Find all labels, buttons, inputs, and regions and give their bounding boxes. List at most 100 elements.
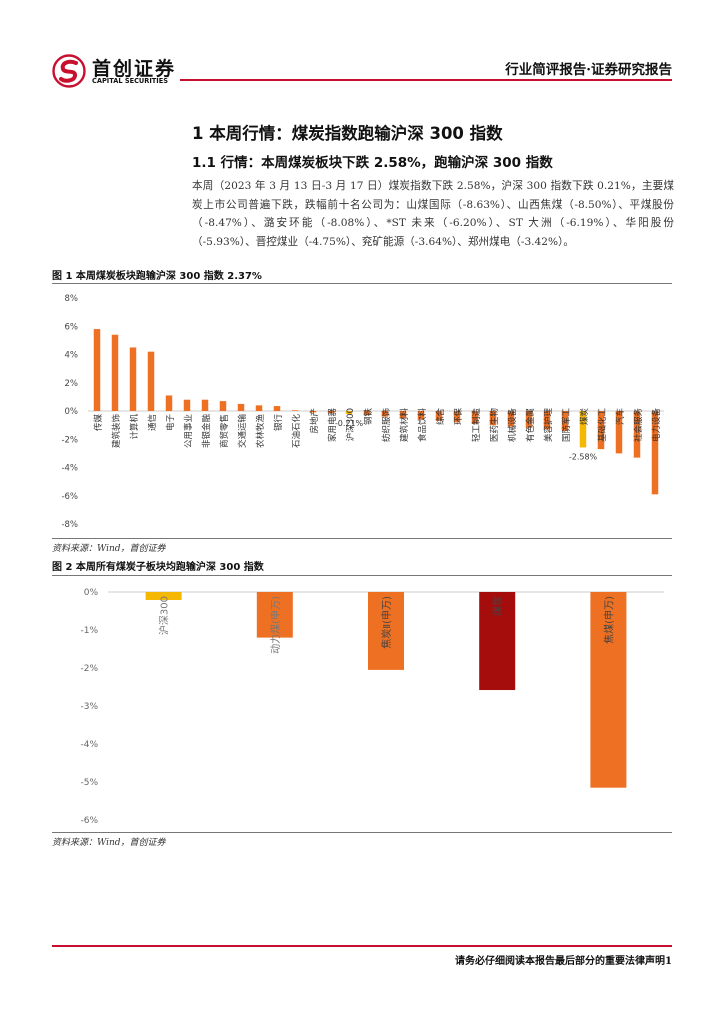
figure1-bottom-rule (52, 538, 672, 539)
data-label: -0.21% (335, 419, 364, 428)
category-label: 沪深300 (345, 408, 356, 441)
bar (93, 329, 101, 411)
category-label: 纺织服饰 (381, 408, 392, 443)
bar (489, 411, 497, 426)
figure1-source: 资料来源：Wind，首创证券 (52, 544, 166, 554)
report-type: 行业简评报告·证券研究报告 (505, 62, 672, 78)
figure1-top-rule (52, 283, 672, 284)
bar (633, 411, 641, 458)
header-divider (180, 79, 672, 81)
bar (368, 592, 404, 670)
y-tick-label: -4% (61, 464, 78, 474)
category-label: 商贸零售 (219, 414, 230, 448)
bar (201, 399, 209, 411)
bar (345, 411, 353, 414)
logo-english-name: CAPITAL SECURITIES (92, 77, 168, 85)
y-tick-label: -1% (80, 626, 98, 636)
bar (651, 411, 659, 495)
footer-divider (52, 945, 672, 947)
category-label: 电力设备 (651, 408, 662, 443)
category-label: 国防军工 (561, 408, 572, 443)
y-tick-label: 2% (65, 379, 79, 389)
figure2-source: 资料来源：Wind，首创证券 (52, 838, 166, 848)
category-label: 社会服务 (633, 408, 644, 443)
bar (543, 411, 551, 430)
bar (147, 351, 155, 411)
bar (417, 411, 425, 420)
category-label: 传媒 (93, 414, 104, 432)
y-tick-label: 4% (65, 351, 79, 361)
bar (453, 411, 461, 423)
category-label: 煤炭 (579, 408, 590, 426)
bar (111, 334, 119, 411)
y-tick-label: -6% (61, 492, 78, 502)
y-tick-label: 8% (65, 294, 79, 304)
bar (327, 411, 335, 414)
bar (309, 411, 317, 413)
category-label: 机械设备 (507, 408, 518, 443)
category-label: 医药生物 (489, 408, 500, 443)
bar (183, 399, 191, 411)
category-label: 交通运输 (237, 414, 248, 449)
category-label: 计算机 (129, 414, 140, 440)
bar (579, 411, 587, 448)
category-label: 公用事业 (183, 414, 194, 448)
category-label: 建筑材料 (399, 408, 410, 443)
category-label: 房地产 (309, 408, 320, 434)
bar (525, 411, 533, 428)
bar (291, 410, 299, 411)
data-label: -2.58% (569, 452, 598, 461)
category-label: 家用电器 (327, 408, 338, 443)
category-label: 沪深300 (158, 596, 171, 635)
category-label: 银行 (273, 414, 284, 432)
bar (615, 411, 623, 454)
bar (597, 411, 605, 450)
bar (145, 592, 182, 600)
bar (479, 592, 516, 691)
category-label: 非银金融 (201, 414, 212, 449)
bar (129, 347, 137, 411)
bar (435, 411, 443, 421)
y-tick-label: -6% (80, 816, 98, 826)
y-tick-label: 0% (65, 407, 79, 417)
figure2-bottom-rule (52, 832, 672, 833)
figure2-bar-chart: 0% -1% -2% -3% -4% -5% -6% 沪深300 动力煤(申万) 焦炭Ⅱ(申万) 煤… (80, 588, 664, 826)
category-label: 基础化工 (597, 408, 608, 443)
y-tick-label: -5% (80, 778, 98, 788)
y-tick-label: -2% (80, 664, 98, 674)
category-label: 电子 (165, 414, 176, 432)
category-label: 农林牧渔 (255, 414, 266, 449)
category-label: 轻工制造 (471, 408, 482, 443)
page-header: 首创证券 CAPITAL SECURITIES 行业简评报告·证券研究报告 (0, 0, 724, 90)
category-label: 建筑装饰 (111, 414, 122, 449)
y-tick-label: -3% (80, 702, 98, 712)
company-logo: 首创证券 CAPITAL SECURITIES (52, 52, 192, 88)
bar (561, 411, 569, 431)
legal-disclaimer: 请务必仔细阅读本报告最后部分的重要法律声明1 (455, 956, 672, 967)
section-heading: 1 本周行情：煤炭指数跑输沪深 300 指数 (192, 124, 503, 143)
category-label: 食品饮料 (417, 408, 428, 443)
bar (590, 592, 627, 788)
category-label: 石油石化 (291, 414, 302, 449)
category-label: 综合 (435, 408, 446, 426)
bar (507, 411, 515, 427)
bar (399, 411, 407, 419)
y-tick-label: 0% (84, 588, 99, 598)
bar (165, 395, 173, 411)
category-label: 有色金属 (525, 408, 536, 442)
category-label: 钢铁 (363, 408, 374, 426)
figure1-title: 图 1 本周煤炭板块跑输沪深 300 指数 2.37% (52, 271, 262, 282)
category-label: 动力煤(申万) (269, 596, 282, 654)
category-label: 焦煤(申万) (602, 596, 615, 644)
category-label: 汽车 (615, 408, 626, 425)
bar (363, 411, 371, 416)
bar (471, 411, 479, 424)
y-tick-label: -2% (61, 435, 78, 445)
category-label: 环保 (453, 408, 464, 426)
bar (255, 405, 263, 411)
subsection-heading: 1.1 行情：本周煤炭板块下跌 2.58%，跑输沪深 300 指数 (192, 155, 553, 171)
category-label: 焦炭Ⅱ(申万) (380, 596, 393, 649)
category-label: 煤炭 (491, 596, 504, 616)
capital-securities-logo-icon (52, 54, 86, 88)
logo-chinese-name: 首创证券 (92, 58, 177, 80)
